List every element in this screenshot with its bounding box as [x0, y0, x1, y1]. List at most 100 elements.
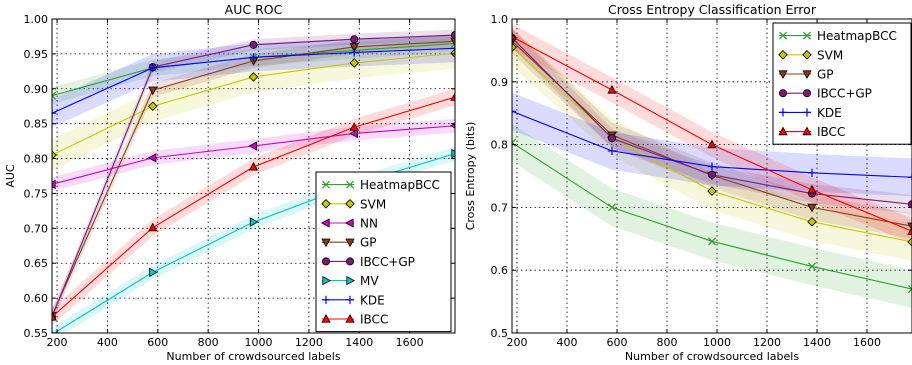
- legend-marker: [321, 313, 331, 323]
- plot-frame: [51, 18, 456, 334]
- legend-label: HeatmapBCC: [360, 178, 440, 192]
- data-point-MV: [249, 217, 259, 227]
- legend-item-IBCC+GP: IBCC+GP: [321, 255, 415, 269]
- x-tick-label: 1600: [396, 336, 424, 349]
- chart-title: Cross Entropy Classification Error: [608, 2, 817, 17]
- data-point-SVM: [52, 150, 57, 160]
- legend-marker: [345, 238, 355, 248]
- data-point-IBCC: [52, 311, 57, 321]
- data-point-IBCC+GP: [908, 200, 912, 209]
- y-tick-label: 0.80: [24, 153, 49, 166]
- legend-marker: [321, 257, 330, 266]
- data-point-SVM: [807, 217, 817, 227]
- data-point-NN: [349, 128, 358, 139]
- data-point-KDE: [907, 173, 912, 182]
- data-point-HeatmapBCC: [907, 285, 912, 294]
- legend-label: SVM: [360, 197, 386, 211]
- y-tick-label: 0.7: [491, 201, 509, 214]
- data-point-KDE: [450, 44, 455, 53]
- x-tick-label: 600: [147, 336, 168, 349]
- data-point-KDE: [350, 48, 359, 57]
- confidence-band-GP: [512, 28, 912, 239]
- legend-label: MV: [360, 274, 379, 288]
- legend-item-GP: GP: [321, 236, 377, 250]
- x-tick-label: 600: [607, 336, 628, 349]
- data-point-IBCC: [607, 84, 617, 94]
- series-IBCC: [52, 92, 455, 321]
- legend-marker: [802, 31, 812, 40]
- legend-label: HeatmapBCC: [817, 29, 897, 43]
- legend-item-SVM: SVM: [321, 197, 386, 211]
- data-point-HeatmapBCC: [807, 262, 817, 271]
- legend-marker: [778, 108, 788, 117]
- y-tick-label: 0.55: [24, 327, 49, 340]
- legend-item-IBCC+GP: IBCC+GP: [779, 87, 872, 101]
- data-point-KDE: [52, 109, 57, 118]
- legend-marker: [802, 108, 812, 117]
- series-SVM: [52, 48, 455, 160]
- legend-marker: [778, 70, 788, 80]
- data-point-SVM: [512, 42, 517, 53]
- data-point-IBCC: [248, 161, 259, 171]
- legend-item-IBCC: IBCC: [778, 125, 845, 139]
- data-point-KDE: [249, 53, 258, 62]
- data-point-GP: [349, 43, 359, 52]
- x-tick-label: 800: [657, 336, 678, 349]
- data-point-HeatmapBCC: [607, 203, 617, 212]
- data-point-KDE: [512, 107, 517, 116]
- data-point-IBCC: [450, 92, 455, 101]
- data-point-HeatmapBCC: [52, 91, 57, 100]
- x-tick-label: 200: [47, 336, 68, 349]
- legend-label: NN: [360, 217, 378, 231]
- data-point-KDE: [807, 168, 817, 177]
- data-point-IBCC: [512, 31, 517, 41]
- x-tick-label: 400: [557, 336, 578, 349]
- y-tick-label: 0.6: [491, 264, 509, 277]
- legend-item-HeatmapBCC: HeatmapBCC: [321, 178, 440, 192]
- plot-area: [512, 24, 912, 308]
- series-KDE: [512, 107, 912, 182]
- legend-marker: [802, 50, 812, 60]
- legend-marker: [778, 126, 788, 136]
- series-KDE: [52, 44, 455, 118]
- axes: 200 400 600 800 1000 1200 1400 1600 0.5 0.6 0.7 0.8…: [491, 13, 912, 349]
- data-point-MV: [451, 149, 455, 159]
- legend-marker: [778, 50, 788, 60]
- x-tick-label: 1600: [853, 336, 881, 349]
- data-point-SVM: [147, 101, 158, 111]
- data-point-NN: [248, 141, 258, 151]
- chart-1: 200 400 600 800 1000 1200 1400 1600 0.55 0.60 0.65…: [4, 2, 456, 363]
- data-point-IBCC: [707, 139, 717, 149]
- y-tick-label: 0.65: [24, 257, 49, 270]
- legend: HeatmapBCC SVM GP IBCC+GP KDE IBCC: [772, 22, 912, 145]
- legend-label: IBCC+GP: [817, 87, 872, 101]
- y-tick-label: 0.75: [24, 187, 49, 200]
- legend-label: IBCC: [360, 313, 388, 327]
- x-axis-label: Number of crowdsourced labels: [166, 350, 340, 363]
- legend-marker: [321, 199, 331, 209]
- legend-marker: [345, 257, 354, 266]
- data-point-HeatmapBCC: [707, 237, 717, 246]
- data-point-GP: [807, 203, 817, 213]
- chart-title: AUC ROC: [225, 2, 283, 17]
- series-IBCC+GP: [52, 31, 455, 321]
- legend-marker: [321, 295, 331, 304]
- legend: HeatmapBCC SVM NN GP IBCC+GP MV KDE IBCC: [315, 171, 452, 333]
- confidence-band-SVM: [512, 28, 912, 261]
- y-tick-label: 0.95: [24, 48, 49, 61]
- series-NN: [52, 123, 455, 190]
- data-point-IBCC: [807, 184, 817, 194]
- data-point-IBCC+GP: [708, 170, 717, 179]
- legend-label: IBCC+GP: [360, 255, 415, 269]
- confidence-band-IBCC: [52, 88, 455, 326]
- legend-marker: [346, 275, 356, 286]
- legend-item-KDE: KDE: [321, 293, 385, 307]
- data-point-GP: [450, 37, 455, 47]
- legend-marker: [779, 89, 788, 98]
- data-point-KDE: [607, 146, 617, 155]
- y-axis-label: Cross Entropy (bits): [464, 122, 477, 231]
- y-tick-label: 0.85: [24, 118, 49, 131]
- legend-label: SVM: [817, 48, 843, 62]
- data-point-KDE: [707, 162, 717, 171]
- data-point-GP: [148, 86, 158, 96]
